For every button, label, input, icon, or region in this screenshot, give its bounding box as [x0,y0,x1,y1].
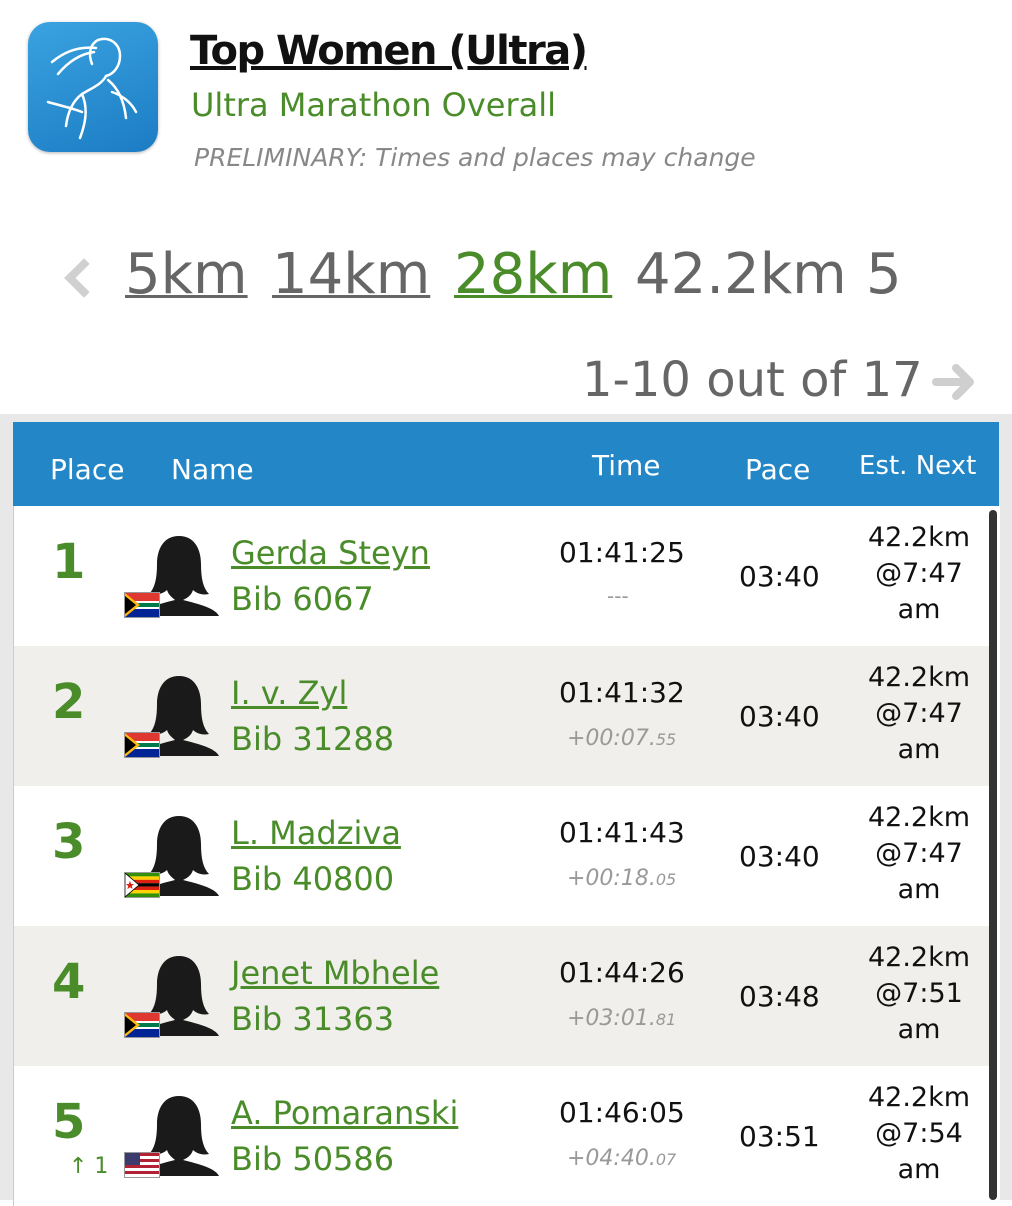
est-next: 42.2km @7:47 am [864,520,974,628]
est-ampm: am [897,594,941,625]
split-tab-14km[interactable]: 14km [272,242,431,307]
split-tab-finish[interactable]: 5 [866,242,902,307]
split-time: 01:44:26 [559,956,685,989]
preliminary-notice: PRELIMINARY: Times and places may change [194,143,756,172]
row-place: 2 [52,674,86,730]
runner-icon [46,37,138,140]
runner-name-link[interactable]: Gerda Steyn [231,534,430,572]
column-header-place[interactable]: Place [50,453,125,486]
split-tab-5km[interactable]: 5km [125,242,248,307]
time-gap: +04:40.07 [567,1146,676,1171]
table-body: 1 Gerda Steyn Bib 6067 01:41:25 --- 03:4… [13,506,1000,1206]
flag-south-africa-icon [124,732,160,758]
split-time: 01:41:25 [559,536,685,569]
split-tab-28km[interactable]: 28km [454,242,613,307]
pace-value: 03:51 [739,1120,820,1153]
row-place: 3 [52,814,86,870]
avatar-silhouette-icon [139,676,219,756]
est-time: @7:47 [875,698,963,729]
bib-number: Bib 6067 [231,580,374,618]
time-gap-fraction: 07 [655,1150,677,1169]
split-time: 01:41:32 [559,676,685,709]
est-next: 42.2km @7:51 am [864,940,974,1048]
est-split: 42.2km [867,1082,971,1113]
est-ampm: am [897,874,941,905]
row-place: 5 [52,1094,86,1150]
chevron-left-icon[interactable] [64,258,104,298]
pace-value: 03:48 [739,980,820,1013]
app-icon [28,22,158,152]
time-gap-main: +04:40. [567,1146,656,1171]
column-header-name[interactable]: Name [171,453,254,486]
est-time: @7:51 [875,978,963,1009]
pager-label: 1-10 out of 17 [582,352,923,408]
row-place: 4 [52,954,86,1010]
est-split: 42.2km [867,522,971,553]
est-ampm: am [897,1014,941,1045]
flag-zimbabwe-icon [124,872,160,898]
time-gap: +00:07.55 [567,726,676,751]
time-gap: +00:18.05 [567,866,676,891]
time-gap-fraction: 05 [655,870,677,889]
table-row[interactable]: 4 Jenet Mbhele Bib 31363 01:44:26 +03:01… [14,926,990,1066]
time-gap-main: +00:18. [567,866,656,891]
bib-number: Bib 40800 [231,860,395,898]
avatar-silhouette-icon [139,816,219,896]
est-next: 42.2km @7:54 am [864,1080,974,1188]
est-time: @7:47 [875,838,963,869]
runner-name-link[interactable]: A. Pomaranski [231,1094,459,1132]
table-row[interactable]: 3 L. Madziva Bib 40800 01:41:43 +00:18.0… [14,786,990,926]
flag-south-africa-icon [124,592,160,618]
pace-value: 03:40 [739,560,820,593]
vertical-scrollbar[interactable] [989,510,997,1200]
avatar-silhouette-icon [139,956,219,1036]
runner-name-link[interactable]: Jenet Mbhele [231,954,440,992]
bib-number: Bib 31288 [231,720,395,758]
page-title: Top Women (Ultra) [190,28,588,74]
row-place: 1 [52,534,86,590]
bib-number: Bib 31363 [231,1000,395,1038]
est-time: @7:47 [875,558,963,589]
pace-value: 03:40 [739,700,820,733]
page-subtitle: Ultra Marathon Overall [191,86,556,124]
split-navigation: 5km 14km 28km 42.2km 5 [0,240,1012,310]
split-time: 01:41:43 [559,816,685,849]
est-split: 42.2km [867,662,971,693]
avatar-silhouette-icon [139,1096,219,1176]
time-gap-fraction: 55 [655,730,677,749]
results-table: Place Name Time Pace Est. Next 1 Gerda S… [0,414,1012,1206]
time-gap-main: +00:07. [567,726,656,751]
est-next: 42.2km @7:47 am [864,660,974,768]
runner-name-link[interactable]: I. v. Zyl [231,674,348,712]
table-row[interactable]: 1 Gerda Steyn Bib 6067 01:41:25 --- 03:4… [14,506,990,646]
column-header-pace[interactable]: Pace [745,453,811,486]
est-split: 42.2km [867,802,971,833]
bib-number: Bib 50586 [231,1140,395,1178]
time-gap: +03:01.81 [567,1006,676,1031]
flag-usa-icon [124,1152,160,1178]
pace-value: 03:40 [739,840,820,873]
time-gap-fraction: 81 [655,1010,677,1029]
table-row[interactable]: 2 I. v. Zyl Bib 31288 01:41:32 +00:07.55… [14,646,990,786]
est-split: 42.2km [867,942,971,973]
split-tab-42km[interactable]: 42.2km [635,242,847,307]
column-header-est-next[interactable]: Est. Next [859,451,977,481]
est-ampm: am [897,734,941,765]
avatar-silhouette-icon [139,536,219,616]
column-header-time[interactable]: Time [592,449,661,482]
arrow-right-icon[interactable] [932,360,978,404]
table-header: Place Name Time Pace Est. Next [13,422,999,518]
position-change-indicator: ↑ 1 [69,1154,109,1179]
est-ampm: am [897,1154,941,1185]
est-next: 42.2km @7:47 am [864,800,974,908]
time-gap-main: +03:01. [567,1006,656,1031]
time-gap: --- [607,584,629,608]
flag-south-africa-icon [124,1012,160,1038]
split-time: 01:46:05 [559,1096,685,1129]
table-row[interactable]: 5 ↑ 1 A. Pomaranski Bib 50586 01:46:05 +… [14,1066,990,1206]
runner-name-link[interactable]: L. Madziva [231,814,401,852]
est-time: @7:54 [875,1118,963,1149]
